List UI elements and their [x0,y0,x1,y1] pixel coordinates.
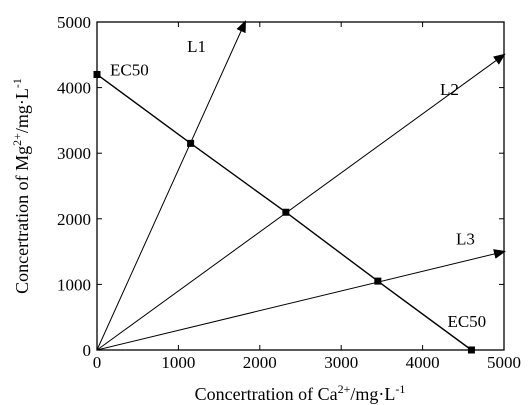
y-tick-label: 5000 [57,13,91,32]
y-axis-title-unit: /mg·L [12,88,32,133]
data-point-marker [374,277,382,285]
data-point-marker [187,139,195,147]
data-point-marker [282,208,290,216]
x-axis-title-unit: /mg·L [350,384,395,404]
ray-label-l3: L3 [456,230,475,249]
data-point-marker [467,346,475,354]
x-tick-label: 3000 [324,353,358,372]
ray-l1 [96,20,246,351]
x-axis-title-text: Concertration of Ca [195,384,338,404]
plot-frame [96,21,505,351]
y-tick-label: 0 [83,341,92,360]
x-axis-title: Concertration of Ca2+/mg·L-1 [195,382,406,404]
y-tick-label: 1000 [57,275,91,294]
ticks-group: 0 1000 2000 3000 4000 5000 0 1000 2000 3000 4000 50… [57,13,521,372]
ray-label-l1: L1 [187,37,206,56]
plot-area [96,21,505,351]
labels-group: L1 L2 L3 EC50 EC50 [110,37,486,331]
y-axis-title-sup1: 2+ [10,133,24,146]
x-tick-label: 0 [93,353,102,372]
x-tick-label: 5000 [487,353,521,372]
data-point-marker [93,70,101,78]
y-axis-title-text: Concertration of Mg [12,146,32,294]
x-tick-label: 2000 [243,353,277,372]
x-tick-label: 4000 [406,353,440,372]
y-axis-title-sup2: -1 [10,78,24,88]
ray-l2 [96,53,506,351]
y-tick-label: 3000 [57,144,91,163]
ec50-label: EC50 [447,312,486,331]
rays-group [96,20,506,351]
ec50-label: EC50 [110,60,149,79]
x-tick-label: 1000 [161,353,195,372]
ray-l3 [96,249,506,351]
x-axis-title-sup2: -1 [395,382,405,396]
y-axis-title: Concertration of Mg2+/mg·L-1 [10,78,32,294]
y-tick-label: 4000 [57,79,91,98]
markers-group [93,70,475,354]
x-axis-title-sup1: 2+ [338,382,351,396]
ray-label-l2: L2 [440,80,459,99]
y-tick-label: 2000 [57,210,91,229]
